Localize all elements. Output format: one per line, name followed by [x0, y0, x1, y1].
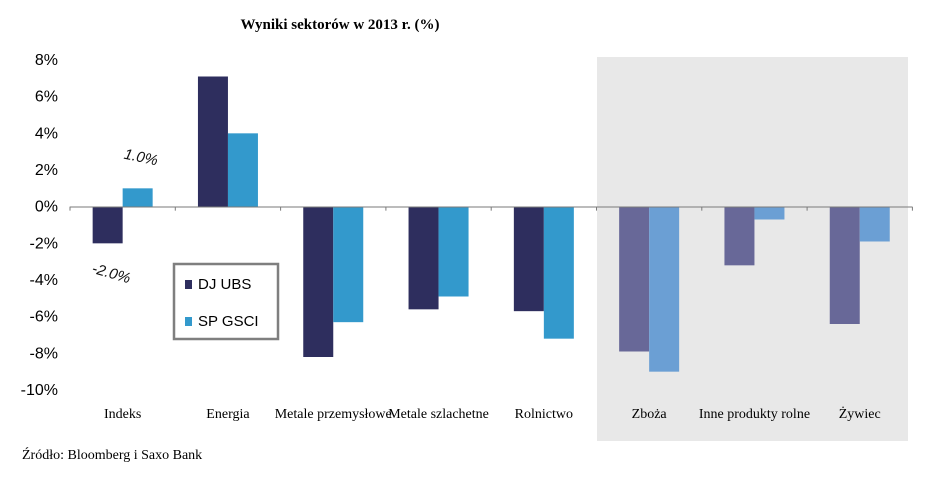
category-label: Metale szlachetne	[388, 407, 489, 422]
legend-swatch-sp-gsci	[185, 317, 192, 326]
category-label: Inne produkty rolne	[699, 407, 810, 422]
bars	[92, 76, 890, 372]
legend: DJ UBS SP GSCI	[172, 262, 280, 341]
bar-dj-ubs	[513, 206, 544, 312]
bar-dj-ubs	[303, 206, 334, 357]
bar-dj-ubs	[724, 206, 755, 266]
bar-dj-ubs	[408, 206, 439, 310]
y-tick-label: 6%	[35, 89, 58, 106]
legend-box	[172, 262, 280, 341]
y-axis: 8% 6% 4% 2% 0% -2% -4% -6% -8% -10%	[21, 52, 58, 399]
bar-dj-ubs	[619, 206, 650, 352]
bar-dj-ubs	[92, 206, 123, 244]
category-label: Indeks	[104, 407, 141, 422]
legend-label-sp-gsci: SP GSCI	[198, 313, 259, 330]
y-tick-label: 4%	[35, 125, 58, 142]
annotation-sp-gsci-indeks: 1.0%	[122, 146, 159, 170]
bar-sp-gsci	[754, 206, 785, 220]
y-tick-label: -6%	[30, 309, 58, 326]
bar-sp-gsci	[227, 133, 258, 207]
bar-dj-ubs	[829, 206, 860, 324]
bar-sp-gsci	[438, 206, 469, 297]
x-axis-ticks	[69, 206, 913, 211]
y-tick-label: -2%	[30, 235, 58, 252]
category-label: Energia	[206, 407, 250, 422]
bar-sp-gsci	[859, 206, 890, 242]
legend-swatch-dj-ubs	[185, 280, 192, 289]
bar-dj-ubs	[197, 76, 228, 207]
bar-sp-gsci	[122, 188, 153, 207]
y-tick-label: 8%	[35, 52, 58, 69]
y-tick-label: -4%	[30, 272, 58, 289]
annotation-dj-ubs-indeks: -2.0%	[90, 260, 132, 287]
category-label: Żywiec	[839, 406, 881, 422]
y-tick-label: 0%	[35, 199, 58, 216]
y-tick-label: -10%	[21, 382, 58, 399]
chart-title: Wyniki sektorów w 2013 r. (%)	[241, 17, 440, 33]
bar-sp-gsci	[543, 206, 574, 339]
y-tick-label: 2%	[35, 162, 58, 179]
category-label: Zboża	[632, 407, 668, 422]
category-label: Rolnictwo	[515, 407, 573, 422]
category-label: Metale przemysłowe	[275, 407, 392, 422]
bar-sp-gsci	[649, 206, 680, 372]
bar-sp-gsci	[333, 206, 364, 323]
y-tick-label: -8%	[30, 345, 58, 362]
source-note: Źródło: Bloomberg i Saxo Bank	[22, 446, 202, 463]
legend-label-dj-ubs: DJ UBS	[198, 276, 251, 293]
